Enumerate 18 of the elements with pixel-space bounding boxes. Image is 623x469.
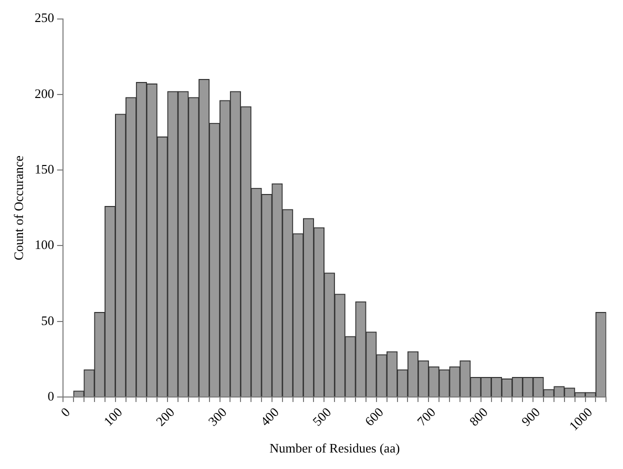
y-tick-label: 200 bbox=[34, 86, 54, 101]
x-tick-label: 300 bbox=[205, 404, 230, 429]
x-axis-title: Number of Residues (aa) bbox=[269, 440, 400, 456]
x-tick-label: 200 bbox=[152, 404, 178, 429]
y-tick-label: 0 bbox=[48, 388, 54, 404]
x-tick-label: 0 bbox=[58, 404, 73, 420]
x-tick-label: 500 bbox=[310, 404, 334, 429]
x-tick-label: 100 bbox=[100, 404, 126, 429]
x-tick-label: 700 bbox=[414, 404, 438, 429]
x-tick-label: 800 bbox=[466, 404, 491, 429]
y-tick-label: 150 bbox=[34, 161, 54, 176]
y-axis-title: Count of Occurance bbox=[11, 155, 26, 260]
y-tick-label: 50 bbox=[41, 312, 54, 328]
y-tick-label: 250 bbox=[34, 10, 54, 26]
x-tick-label: 400 bbox=[257, 404, 282, 429]
x-tick-label: 600 bbox=[362, 404, 386, 429]
x-tick-label: 900 bbox=[518, 404, 543, 429]
y-tick-label: 100 bbox=[34, 237, 54, 252]
